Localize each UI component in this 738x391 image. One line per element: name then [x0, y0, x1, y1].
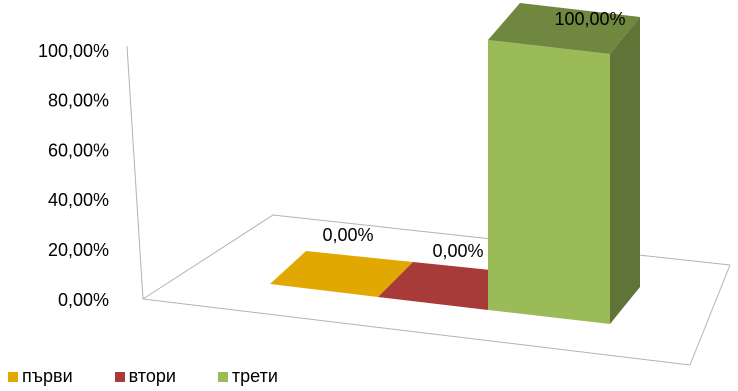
legend-item-third: трети	[217, 366, 278, 387]
y-axis-ticks: 0,00% 20,00% 40,00% 60,00% 80,00% 100,00%	[38, 41, 109, 310]
y-tick-label: 0,00%	[58, 290, 109, 310]
legend-label-third: трети	[231, 366, 278, 386]
y-tick-label: 40,00%	[48, 190, 109, 210]
bar-2	[378, 262, 520, 310]
legend-item-first: първи	[8, 366, 73, 387]
bar-3-front	[488, 40, 610, 324]
legend: първи втори трети	[8, 366, 300, 387]
y-tick-label: 60,00%	[48, 140, 109, 160]
legend-swatch-second	[114, 371, 125, 382]
legend-label-second: втори	[128, 366, 176, 386]
data-label-1: 0,00%	[322, 225, 373, 245]
legend-swatch-third	[217, 371, 228, 382]
bars	[270, 3, 640, 324]
bar-1	[270, 251, 413, 297]
data-labels: 0,00% 0,00% 100,00%	[322, 9, 625, 261]
legend-swatch-first	[8, 371, 18, 382]
data-label-2: 0,00%	[432, 241, 483, 261]
y-tick-label: 100,00%	[38, 41, 109, 61]
floor-front-edge	[142, 264, 731, 366]
data-label-3: 100,00%	[554, 9, 625, 29]
back-wall-edge	[126, 45, 144, 300]
bar-3-top	[488, 3, 640, 54]
y-tick-label: 80,00%	[48, 91, 109, 111]
legend-item-second: втори	[114, 366, 176, 387]
legend-label-first: първи	[22, 366, 73, 386]
y-tick-label: 20,00%	[48, 240, 109, 260]
bar-3-side	[610, 17, 640, 324]
